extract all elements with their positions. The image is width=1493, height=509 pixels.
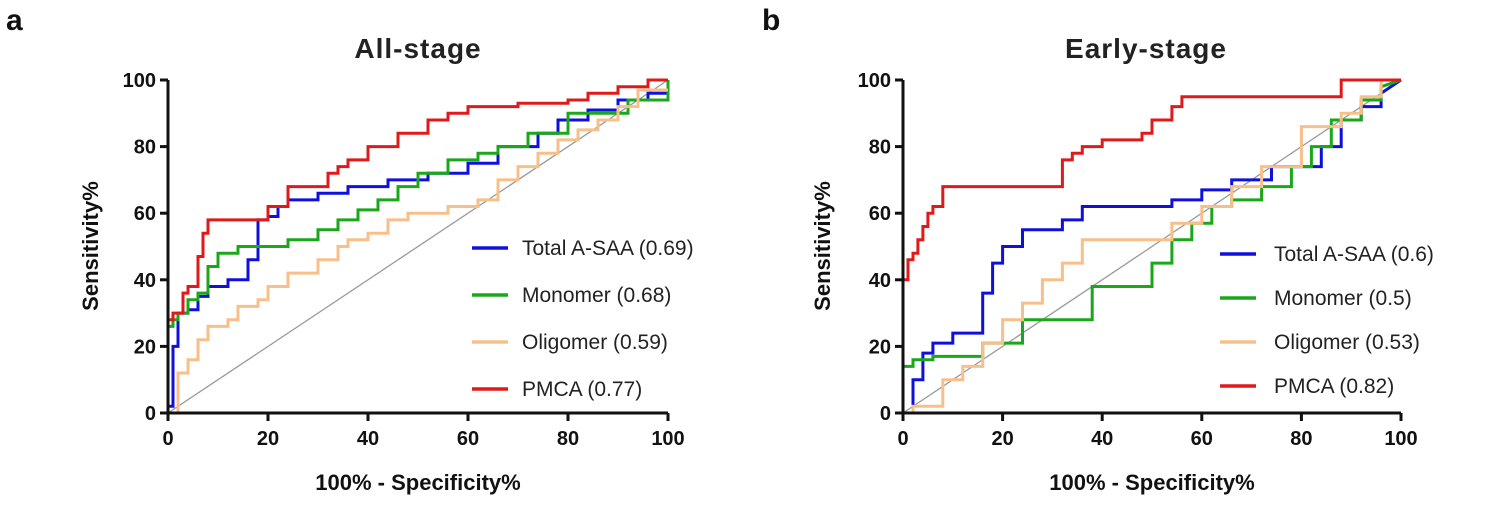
chart-title: Early-stage — [1065, 33, 1227, 64]
y-tick-label: 20 — [869, 336, 891, 358]
x-tick-label: 100 — [1384, 428, 1417, 450]
legend-label: Monomer (0.68) — [522, 284, 671, 307]
y-tick-label: 40 — [134, 270, 156, 292]
x-axis-label: 100% - Specificity% — [1049, 470, 1254, 495]
y-tick-label: 60 — [134, 203, 156, 225]
reference-diagonal-line — [902, 79, 1402, 414]
x-tick-label: 80 — [557, 428, 579, 450]
x-tick-label: 60 — [1191, 428, 1213, 450]
y-tick-label: 80 — [134, 137, 156, 159]
legend: Total A-SAA (0.69) Monomer (0.68) Oligomer… — [472, 237, 694, 401]
x-tick-label: 60 — [457, 428, 479, 450]
chart-title: All-stage — [354, 33, 481, 64]
series-line-pmca — [166, 78, 668, 413]
legend-label: Oligomer (0.59) — [522, 331, 668, 354]
y-tick-label: 20 — [134, 336, 156, 358]
legend-label: PMCA (0.77) — [522, 378, 642, 401]
y-tick-label: 0 — [145, 403, 156, 425]
legend: Total A-SAA (0.6) Monomer (0.5) Oligomer (… — [1220, 243, 1434, 398]
x-tick-label: 40 — [1091, 428, 1113, 450]
y-axis-label: Sensitivity% — [810, 181, 835, 311]
x-axis-label: 100% - Specificity% — [315, 470, 520, 495]
y-tick-label: 80 — [869, 137, 891, 159]
panel-letter: a — [6, 4, 23, 37]
panel-letter: b — [762, 4, 780, 37]
reference-diagonal-line — [167, 79, 669, 414]
legend-label: Monomer (0.5) — [1274, 287, 1412, 310]
chart-panel-b: b Early-stage 0 20 40 60 80 100 0 20 40 60 80 100 100%… — [762, 4, 1434, 495]
y-tick-label: 100 — [858, 70, 891, 92]
y-tick-label: 40 — [869, 270, 891, 292]
legend-label: Total A-SAA (0.6) — [1274, 243, 1434, 266]
x-tick-label: 0 — [162, 428, 173, 450]
y-tick-label: 60 — [869, 203, 891, 225]
x-tick-label: 100 — [651, 428, 684, 450]
x-tick-label: 20 — [257, 428, 279, 450]
y-axis-label: Sensitivity% — [78, 181, 103, 311]
legend-label: Total A-SAA (0.69) — [522, 237, 694, 260]
y-tick-label: 0 — [880, 403, 891, 425]
x-tick-label: 40 — [357, 428, 379, 450]
legend-label: Oligomer (0.53) — [1274, 331, 1420, 354]
series-line-total-a-saa — [903, 78, 1402, 415]
series-line-monomer — [166, 80, 670, 413]
x-tick-label: 80 — [1290, 428, 1312, 450]
x-tick-label: 0 — [897, 428, 908, 450]
series-line-total-a-saa — [166, 80, 670, 413]
y-tick-label: 100 — [123, 70, 156, 92]
x-tick-label: 20 — [991, 428, 1013, 450]
series-line-oligomer — [911, 78, 1401, 413]
legend-label: PMCA (0.82) — [1274, 375, 1394, 398]
series-line-oligomer — [176, 88, 668, 413]
series-line-pmca — [901, 78, 1401, 413]
chart-panel-a: a All-stage 0 20 40 60 80 100 0 20 40 60 80 100 100% -… — [6, 4, 694, 495]
